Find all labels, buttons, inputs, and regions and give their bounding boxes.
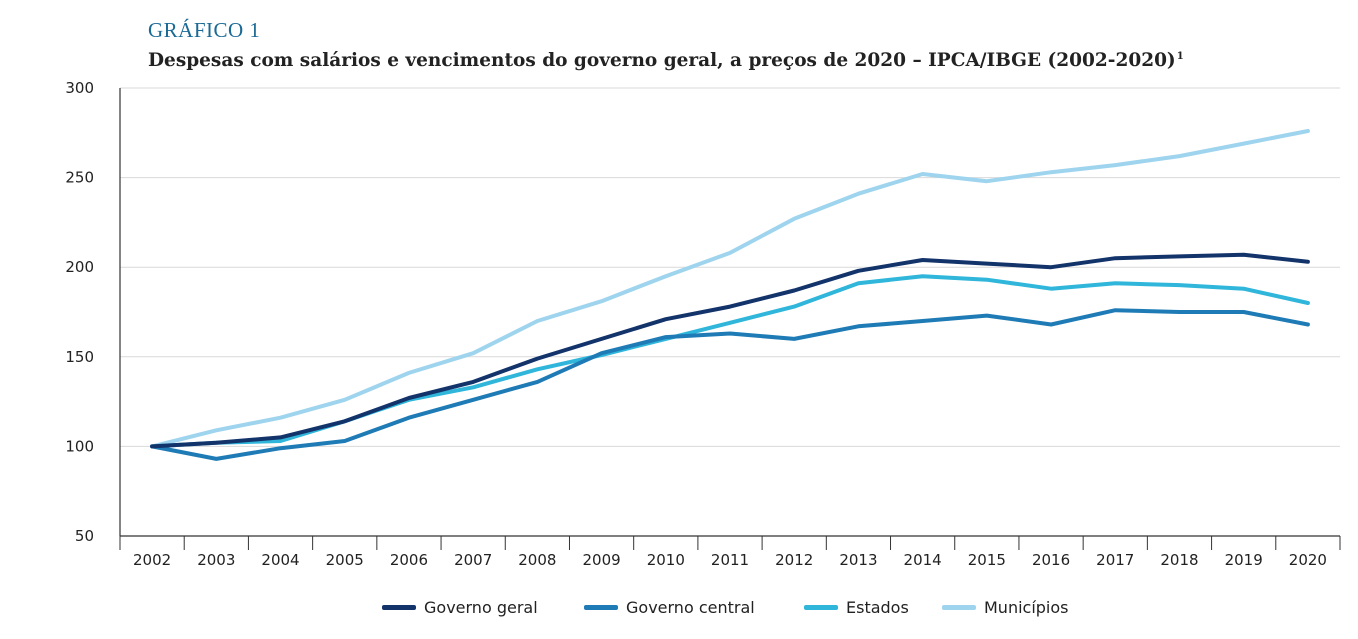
- x-tick-label: 2014: [904, 551, 942, 569]
- x-tick-label: 2010: [647, 551, 685, 569]
- x-tick-label: 2007: [454, 551, 492, 569]
- x-tick-label: 2002: [133, 551, 171, 569]
- legend-label: Estados: [846, 598, 909, 617]
- legend-swatch: [804, 605, 838, 610]
- y-tick-label: 100: [65, 437, 94, 455]
- x-tick-label: 2015: [968, 551, 1006, 569]
- legend-swatch: [942, 605, 976, 610]
- legend-label: Governo geral: [424, 598, 538, 617]
- x-tick-label: 2020: [1289, 551, 1327, 569]
- legend-item: Governo central: [584, 598, 755, 617]
- chart-kicker: GRÁFICO 1: [148, 18, 261, 42]
- legend-item: Estados: [804, 598, 909, 617]
- x-tick-label: 2016: [1032, 551, 1070, 569]
- y-tick-label: 50: [75, 527, 94, 545]
- x-tick-label: 2018: [1160, 551, 1198, 569]
- y-tick-label: 300: [65, 79, 94, 97]
- chart-title: Despesas com salários e vencimentos do g…: [148, 50, 1184, 71]
- legend-swatch: [382, 605, 416, 610]
- x-tick-label: 2005: [326, 551, 364, 569]
- x-tick-label: 2012: [775, 551, 813, 569]
- x-tick-label: 2013: [839, 551, 877, 569]
- y-tick-label: 250: [65, 169, 94, 187]
- chart-title-text: Despesas com salários e vencimentos do g…: [148, 50, 1176, 71]
- legend-item: Municípios: [942, 598, 1069, 617]
- series-line-governo-central: [150, 308, 1310, 461]
- y-tick-label: 200: [65, 258, 94, 276]
- x-tick-label: 2003: [197, 551, 235, 569]
- series-line-munic-pios: [150, 129, 1310, 449]
- series-line-estados: [150, 274, 1310, 449]
- legend-swatch: [584, 605, 618, 610]
- legend-item: Governo geral: [382, 598, 538, 617]
- x-tick-label: 2019: [1225, 551, 1263, 569]
- series-line-governo-geral: [150, 252, 1310, 449]
- y-tick-label: 150: [65, 348, 94, 366]
- x-tick-label: 2008: [518, 551, 556, 569]
- x-tick-label: 2011: [711, 551, 749, 569]
- legend-label: Municípios: [984, 598, 1069, 617]
- x-tick-label: 2009: [582, 551, 620, 569]
- line-chart: 50 100 150 200 250 300 2002 2003 2004 2005 2006 200…: [65, 79, 1341, 569]
- chart-legend: Governo geral Governo central Estados Munic…: [0, 598, 1358, 622]
- x-tick-label: 2017: [1096, 551, 1134, 569]
- title-footnote-marker: 1: [1176, 50, 1184, 62]
- legend-label: Governo central: [626, 598, 755, 617]
- x-tick-label: 2004: [261, 551, 299, 569]
- x-tick-label: 2006: [390, 551, 428, 569]
